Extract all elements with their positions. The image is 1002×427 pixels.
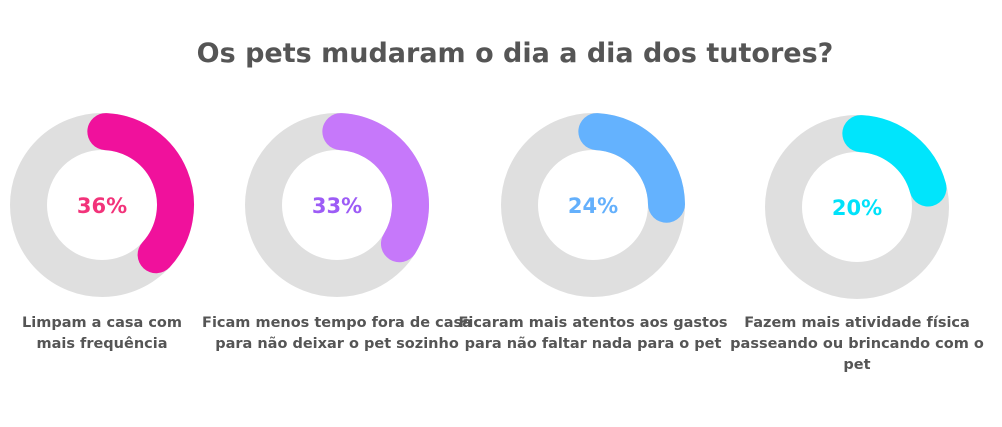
caption-line: mais frequência [36,336,168,352]
value-label: 33% [312,194,362,218]
caption-line: para não faltar nada para o pet [464,336,722,352]
caption-1: Limpam a casa com mais frequência [0,313,242,355]
caption-line: passeando ou brincando com o pet [730,336,984,373]
donut-arc [322,113,429,263]
caption-2: Ficam menos tempo fora de casa para não d… [197,313,477,355]
value-label: 36% [77,194,127,218]
caption-line: Fazem mais atividade física [744,315,970,331]
caption-3: Ficaram mais atentos aos gastos para não … [453,313,733,355]
donut-arc [87,113,194,274]
value-label: 24% [568,194,618,218]
chart-title: Os pets mudaram o dia a dia dos tutores? [196,38,834,69]
caption-line: Ficam menos tempo fora de casa [202,315,472,331]
caption-line: para não deixar o pet sozinho [215,336,459,352]
donut-arc [578,113,685,223]
donut-2: 33% [245,113,429,297]
donut-arc [842,115,947,207]
donut-4: 20% [765,115,949,299]
value-label: 20% [832,196,882,220]
caption-4: Fazem mais atividade física passeando ou … [717,313,997,376]
donut-3: 24% [501,113,685,297]
caption-line: Ficaram mais atentos aos gastos [458,315,728,331]
donut-1: 36% [10,113,194,297]
caption-line: Limpam a casa com [22,315,182,331]
